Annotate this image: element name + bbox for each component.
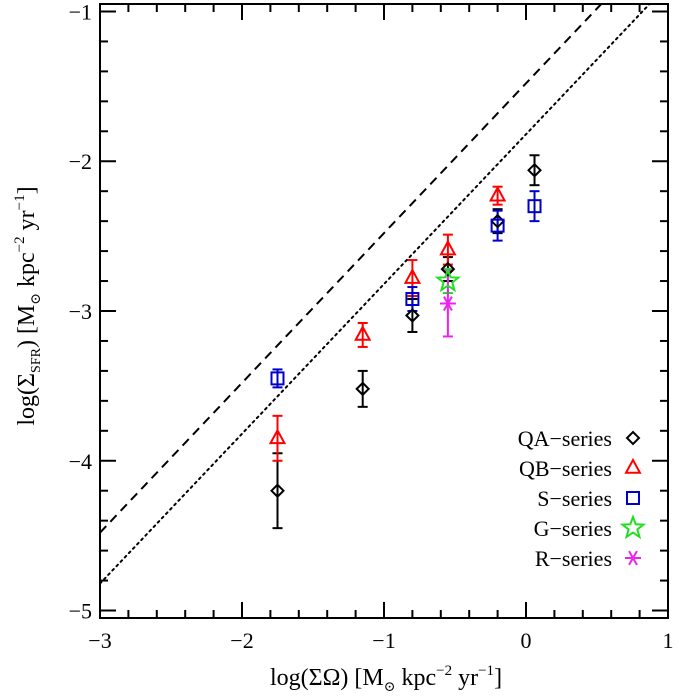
qa-series-error-bar	[529, 154, 540, 187]
x-tick-label: 1	[663, 628, 674, 653]
s-series-error-bar	[407, 286, 418, 312]
legend-label-g-series: G−series	[534, 516, 612, 541]
dashed-reference-line	[99, 3, 602, 534]
s-series-point	[405, 292, 420, 307]
y-tick-label: −4	[69, 449, 92, 474]
r-series-point	[439, 296, 456, 311]
s-series-point	[270, 371, 285, 386]
x-tick-label: −2	[230, 628, 253, 653]
qb-series-point	[439, 239, 457, 256]
x-tick-label: −1	[372, 628, 395, 653]
qa-series-point	[270, 483, 285, 499]
legend-label-s-series: S−series	[537, 486, 612, 511]
qa-series-point	[440, 261, 456, 277]
legend-label-qa-series: QA−series	[518, 426, 612, 451]
y-axis-label: log(ΣSFR) [M⊙ kpc−2 yr−1]	[12, 186, 44, 425]
qa-series-error-bar	[272, 452, 283, 530]
qb-series-point	[354, 324, 372, 341]
dotted-reference-line	[99, 3, 651, 585]
s-series-error-bar	[529, 190, 540, 223]
legend-marker-s-series	[626, 491, 640, 505]
x-axis-label: log(ΣΩ) [M⊙ kpc−2 yr−1]	[270, 663, 502, 695]
qa-series-point	[527, 162, 542, 178]
axis-ticks	[99, 4, 669, 618]
s-series-point	[490, 218, 505, 233]
legend: QA−series QB−series S−series G−series R−seri…	[518, 426, 647, 571]
legend-marker-qb-series	[624, 457, 642, 474]
x-tick-label: −3	[88, 628, 111, 653]
qa-series-error-bar	[357, 369, 368, 408]
qa-series-point	[404, 308, 420, 323]
x-tick-label: 0	[521, 628, 532, 653]
tick-labels: −3 −2 −1 0 1 −5 −4 −3 −2 −1	[69, 0, 674, 653]
qb-series-point	[488, 185, 507, 202]
y-tick-label: −5	[69, 599, 92, 624]
legend-marker-r-series-stroke	[628, 550, 638, 566]
s-series-point	[527, 199, 542, 214]
y-tick-label: −2	[69, 149, 92, 174]
legend-label-qb-series: QB−series	[519, 456, 612, 481]
qa-series-point	[355, 381, 371, 397]
legend-marker-g-series	[619, 514, 647, 540]
g-series-point	[434, 267, 462, 293]
reference-lines	[99, 3, 651, 585]
legend-marker-qa-series	[625, 430, 641, 446]
legend-marker-r-series	[625, 550, 641, 566]
r-series-point-stroke	[443, 296, 453, 311]
y-tick-label: −1	[69, 0, 92, 24]
qb-series-point	[268, 428, 287, 445]
data-points	[268, 162, 542, 499]
legend-label-r-series: R−series	[535, 546, 612, 571]
qb-series-error-bar	[272, 414, 283, 462]
y-tick-label: −3	[69, 299, 92, 324]
qb-series-point	[403, 267, 422, 284]
